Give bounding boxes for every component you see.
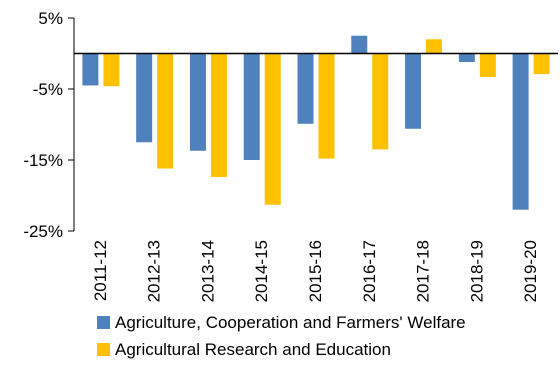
bar: [264, 53, 281, 205]
bar: [426, 39, 443, 54]
bar: [351, 35, 368, 54]
y-tick-label: 5%: [38, 9, 63, 28]
bar: [297, 53, 314, 124]
bar: [157, 53, 174, 169]
bar: [479, 53, 496, 77]
x-tick-label: 2013-14: [198, 240, 217, 302]
bars: [82, 35, 550, 210]
bar: [103, 53, 120, 87]
x-tick-label: 2014-15: [252, 240, 271, 302]
bar: [533, 53, 550, 75]
bar: [210, 53, 227, 178]
bar: [458, 53, 475, 63]
y-tick-label: -5%: [33, 80, 63, 99]
bar: [405, 53, 422, 129]
x-tick-label: 2019-20: [521, 240, 540, 302]
bar: [318, 53, 335, 159]
x-tick-label: 2018-19: [467, 240, 486, 302]
x-tick-label: 2017-18: [414, 240, 433, 302]
legend-swatch: [97, 316, 110, 329]
legend-label: Agricultural Research and Education: [115, 340, 391, 359]
y-axis: 5% -5% -15% -25%: [23, 9, 75, 241]
y-tick-label: -15%: [23, 151, 63, 170]
bar: [372, 53, 389, 150]
x-tick-label: 2016-17: [360, 240, 379, 302]
y-tick-label: -25%: [23, 222, 63, 241]
legend-swatch: [97, 343, 110, 356]
bar: [243, 53, 260, 160]
legend: Agriculture, Cooperation and Farmers' We…: [97, 313, 466, 359]
bar: [136, 53, 153, 143]
x-tick-label: 2012-13: [145, 240, 164, 302]
bar: [82, 53, 99, 86]
bar: [512, 53, 529, 210]
x-axis-labels: 2011-12 2012-13 2013-14 2014-15 2015-16 2016-…: [91, 240, 540, 302]
x-tick-label: 2015-16: [306, 240, 325, 302]
legend-label: Agriculture, Cooperation and Farmers' We…: [115, 313, 466, 332]
bar: [189, 53, 206, 151]
x-tick-label: 2011-12: [91, 240, 110, 301]
